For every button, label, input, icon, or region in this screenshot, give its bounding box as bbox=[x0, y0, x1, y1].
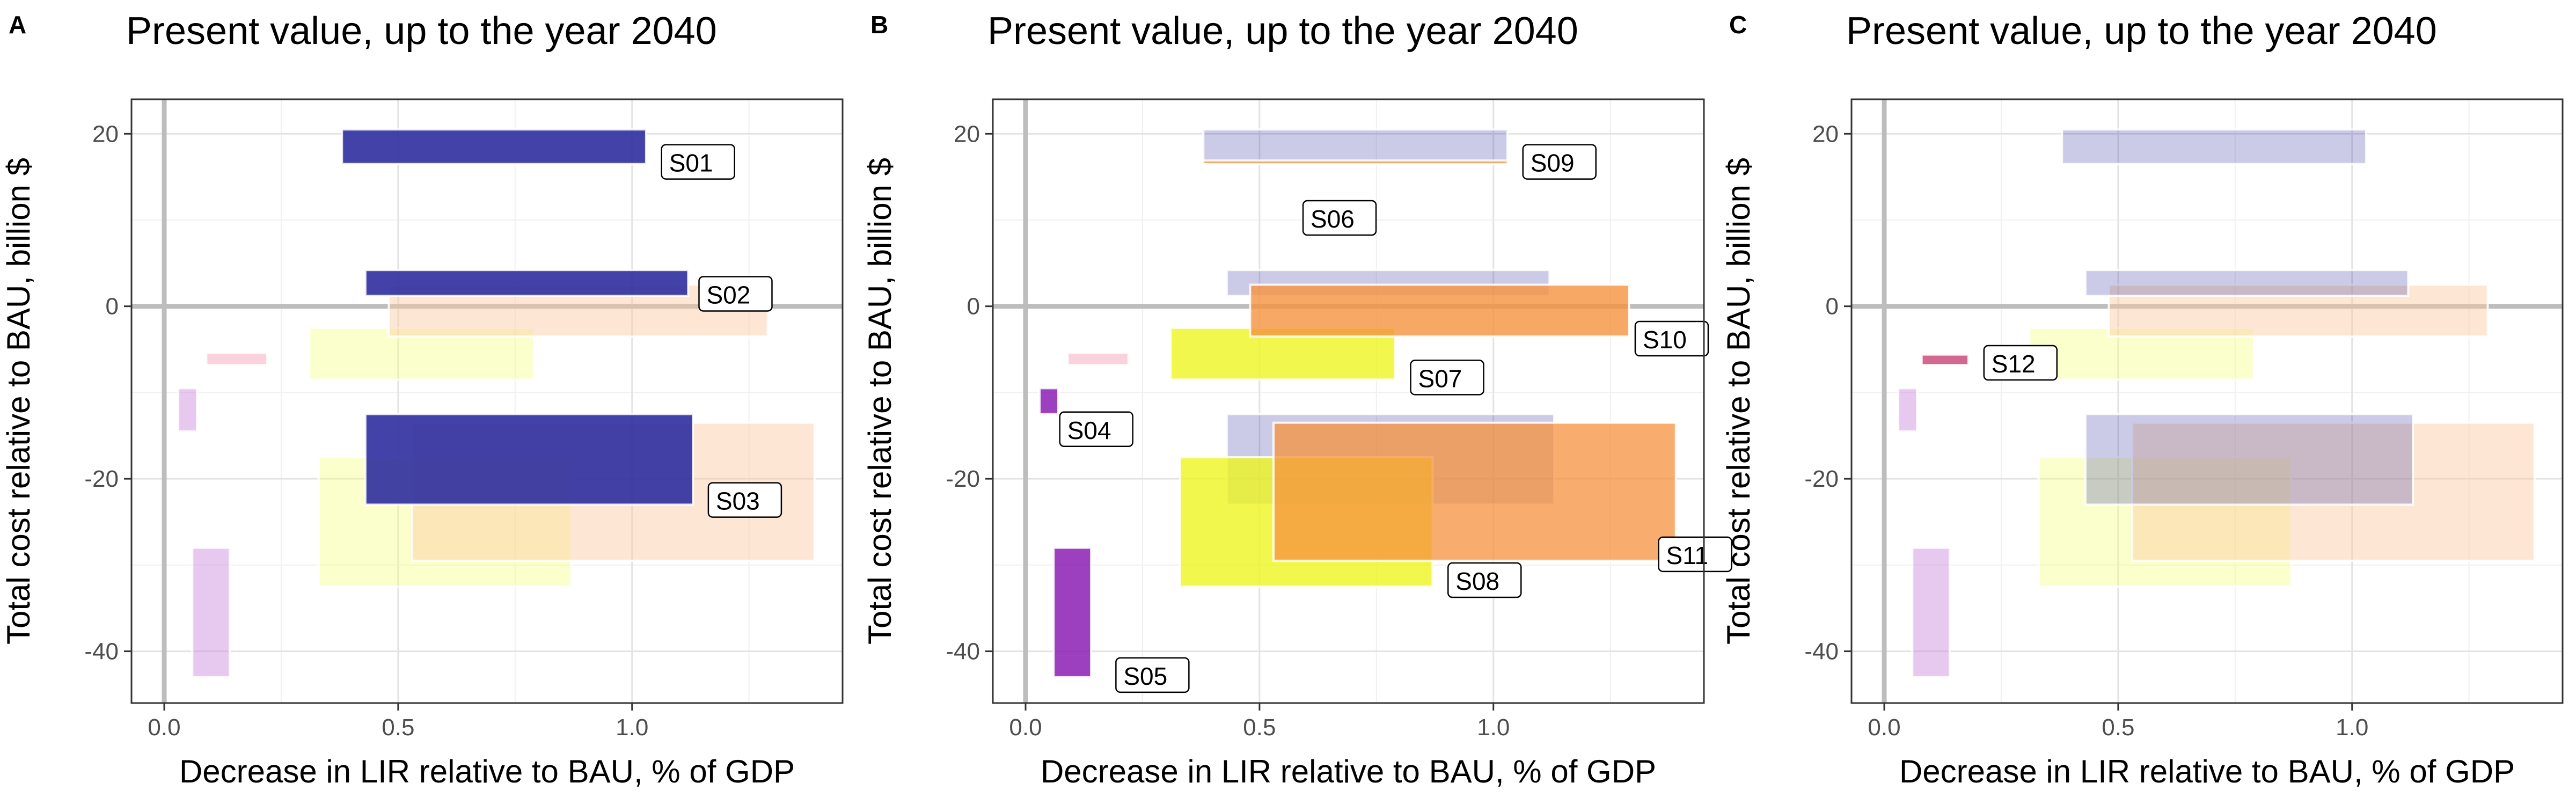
x-tick-label: 1.0 bbox=[616, 714, 648, 741]
scenario-rect-faded bbox=[1202, 128, 1509, 165]
scenario-rect-s02 bbox=[364, 269, 690, 297]
y-tick-label: 0 bbox=[967, 294, 980, 320]
y-tick-label: -40 bbox=[946, 639, 980, 665]
x-tick-label: 0.5 bbox=[382, 714, 414, 741]
x-tick-label: 0.0 bbox=[1868, 714, 1900, 741]
chart-title: Present value, up to the year 2040 bbox=[987, 10, 1578, 53]
scenario-label-s02: S02 bbox=[706, 281, 750, 309]
scenario-label-box bbox=[1059, 411, 1134, 448]
x-tick-label: 1.0 bbox=[1477, 714, 1510, 741]
scenario-rect-faded bbox=[2037, 456, 2293, 588]
chart-title: Present value, up to the year 2040 bbox=[126, 10, 717, 53]
scenario-label-box bbox=[1302, 200, 1377, 236]
scenario-label-s10: S10 bbox=[1643, 326, 1687, 354]
plot-border bbox=[992, 98, 1705, 704]
scenario-label-s05: S05 bbox=[1123, 662, 1167, 690]
scenario-label-box bbox=[1634, 320, 1709, 357]
panel-tag: C bbox=[1729, 11, 1747, 39]
scenario-rect-s12 bbox=[1920, 353, 1970, 367]
panel-tag: A bbox=[9, 11, 26, 39]
x-tick-label: 0.0 bbox=[1009, 714, 1042, 741]
scenario-label-s04: S04 bbox=[1067, 416, 1111, 444]
scenario-label-s06: S06 bbox=[1311, 205, 1355, 233]
scenario-label-box bbox=[698, 276, 773, 312]
scenario-label-s07: S07 bbox=[1418, 364, 1462, 392]
y-tick-label: -20 bbox=[84, 466, 119, 492]
scenario-label-box bbox=[1410, 360, 1484, 396]
y-tick-label: 20 bbox=[92, 121, 119, 147]
y-axis-label: Total cost relative to BAU, billion $ bbox=[1, 158, 36, 645]
x-axis-label: Decrease in LIR relative to BAU, % of GD… bbox=[1899, 753, 2515, 789]
x-tick-label: 0.5 bbox=[1243, 714, 1276, 741]
y-tick-label: -20 bbox=[946, 466, 980, 492]
y-tick-label: -20 bbox=[1804, 466, 1839, 492]
scenario-rect-faded bbox=[177, 387, 199, 433]
scenario-rect-s10 bbox=[1249, 283, 1630, 338]
scenario-rect-faded bbox=[2084, 413, 2414, 506]
scenario-label-box bbox=[1983, 345, 2058, 381]
y-tick-label: 20 bbox=[954, 121, 980, 147]
scenario-rect-s01 bbox=[341, 128, 647, 165]
scenario-label-s09: S09 bbox=[1531, 149, 1575, 177]
scenario-label-s11: S11 bbox=[1666, 541, 1708, 569]
y-tick-label: 0 bbox=[1826, 294, 1839, 320]
scenario-label-box bbox=[661, 144, 735, 180]
scenario-label-box bbox=[1522, 144, 1597, 180]
scenario-rect-faded bbox=[2107, 283, 2489, 338]
panel-a: A Present value, up to the year 2040 S01 S0… bbox=[1, 10, 844, 789]
y-tick-label: -40 bbox=[1804, 639, 1839, 665]
x-axis-label: Decrease in LIR relative to BAU, % of GD… bbox=[1041, 753, 1656, 789]
plot-background bbox=[993, 99, 1704, 703]
x-tick-label: 0.0 bbox=[148, 714, 180, 741]
scenario-rect-faded bbox=[2061, 128, 2367, 165]
scenario-rect-s11 bbox=[1272, 421, 1677, 562]
scenario-rect-faded bbox=[2131, 421, 2536, 562]
scenario-label-box bbox=[1115, 657, 1190, 693]
scenario-rect-faded bbox=[1066, 352, 1130, 366]
scenario-label-box bbox=[1658, 536, 1732, 573]
scenario-rect-s09 bbox=[1202, 159, 1509, 165]
scenario-rect-faded bbox=[1897, 387, 1919, 433]
plot-background bbox=[131, 99, 843, 703]
x-tick-label: 0.5 bbox=[2102, 714, 2134, 741]
scenario-label-s03: S03 bbox=[716, 487, 760, 515]
x-tick-label: 1.0 bbox=[2336, 714, 2368, 741]
scenario-label-box bbox=[707, 482, 782, 518]
panel-c: C Present value, up to the year 2040 S12 0.… bbox=[1721, 10, 2564, 789]
scenario-rect-s03 bbox=[364, 413, 694, 506]
scenario-rect-faded bbox=[2084, 269, 2410, 297]
scenario-label-s01: S01 bbox=[669, 149, 713, 177]
chart-title: Present value, up to the year 2040 bbox=[1846, 10, 2437, 53]
y-axis-label: Total cost relative to BAU, billion $ bbox=[1721, 158, 1757, 645]
scenario-label-box bbox=[1447, 562, 1522, 598]
y-tick-label: 20 bbox=[1812, 121, 1839, 147]
panel-tag: B bbox=[870, 11, 888, 39]
scenario-rect-s05 bbox=[1052, 546, 1093, 678]
y-tick-label: 0 bbox=[106, 294, 119, 320]
scenario-rect-faded bbox=[191, 546, 231, 678]
y-tick-label: -40 bbox=[84, 639, 119, 665]
scenario-rect-s04 bbox=[1038, 387, 1060, 415]
scenario-label-s12: S12 bbox=[1992, 350, 2036, 378]
scenario-rect-faded bbox=[205, 352, 268, 366]
scenario-rect-faded bbox=[1911, 546, 1951, 678]
scenario-label-s08: S08 bbox=[1455, 567, 1499, 595]
y-axis-label: Total cost relative to BAU, billion $ bbox=[862, 158, 898, 645]
panel-b: B Present value, up to the year 2040 S09 S0… bbox=[862, 10, 1732, 789]
plot-background bbox=[1851, 99, 2563, 703]
plot-border bbox=[130, 98, 844, 704]
plot-border bbox=[1850, 98, 2564, 704]
x-axis-label: Decrease in LIR relative to BAU, % of GD… bbox=[179, 753, 795, 789]
